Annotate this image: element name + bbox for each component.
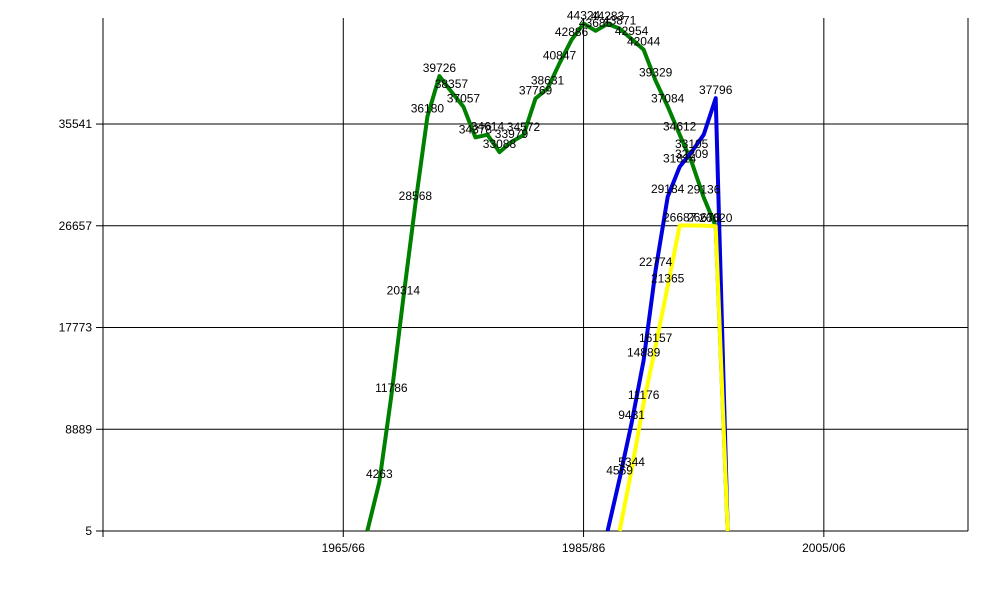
data-label: 33088 bbox=[483, 137, 517, 151]
data-label: 33979 bbox=[495, 127, 529, 141]
data-label: 32209 bbox=[675, 147, 709, 161]
data-label: 42044 bbox=[627, 35, 661, 49]
data-label: 39726 bbox=[423, 61, 457, 75]
data-label: 28568 bbox=[399, 189, 433, 203]
y-tick-label: 17773 bbox=[59, 321, 93, 335]
data-label: 40847 bbox=[543, 48, 577, 62]
data-label: 11786 bbox=[375, 381, 408, 395]
data-label: 9431 bbox=[618, 408, 645, 422]
series-line-3 bbox=[617, 223, 730, 532]
data-label: 43871 bbox=[603, 14, 637, 28]
data-label: 5344 bbox=[618, 455, 645, 469]
data-label: 26620 bbox=[699, 211, 733, 225]
axis-layer: 5 8889 17773 26657 35541 1965/66 1985/86 2005/0… bbox=[59, 18, 969, 555]
y-tick-label: 8889 bbox=[65, 422, 92, 436]
data-label: 39329 bbox=[639, 66, 673, 80]
data-label: 42886 bbox=[555, 25, 589, 39]
data-label: 34614 bbox=[471, 120, 505, 134]
y-tick-label: 5 bbox=[85, 524, 92, 538]
data-label: 44324 bbox=[567, 8, 601, 22]
data-label: 4569 bbox=[606, 464, 633, 478]
data-label: 20314 bbox=[387, 283, 421, 297]
data-label: 34612 bbox=[663, 120, 697, 134]
data-label: 34378 bbox=[459, 122, 493, 136]
data-label: 14889 bbox=[627, 346, 661, 360]
series-line-2 bbox=[605, 96, 730, 532]
x-tick-label: 2005/06 bbox=[802, 541, 846, 555]
data-label: 42954 bbox=[615, 24, 649, 38]
data-label: 36180 bbox=[411, 102, 445, 116]
data-label: 11176 bbox=[628, 388, 660, 402]
data-label: 29184 bbox=[651, 182, 685, 196]
data-label: 37057 bbox=[447, 92, 481, 106]
x-tick-label: 1985/86 bbox=[562, 541, 606, 555]
data-label: 29136 bbox=[687, 182, 721, 196]
series-line-1 bbox=[365, 21, 730, 532]
data-label: 31814 bbox=[663, 152, 697, 166]
data-label: 43685 bbox=[579, 16, 613, 30]
data-label: 4263 bbox=[366, 467, 393, 481]
data-label: 34572 bbox=[507, 120, 541, 134]
y-tick-label: 35541 bbox=[59, 117, 93, 131]
x-tick-label: 1965/66 bbox=[322, 541, 366, 555]
data-label: 26687 bbox=[663, 210, 697, 224]
y-tick-label: 26657 bbox=[59, 219, 93, 233]
data-label: 26670 bbox=[687, 211, 721, 225]
data-label: 37769 bbox=[519, 84, 553, 98]
data-label: 37796 bbox=[699, 83, 733, 97]
data-label: 22774 bbox=[639, 255, 673, 269]
data-label: 16157 bbox=[639, 331, 673, 345]
data-label: 21365 bbox=[651, 271, 685, 285]
data-label: 33105 bbox=[675, 137, 709, 151]
data-label: 38357 bbox=[435, 77, 469, 91]
data-label: 44283 bbox=[591, 9, 625, 23]
series-layer bbox=[365, 21, 730, 532]
data-label: 38631 bbox=[531, 74, 565, 88]
data-label: 37084 bbox=[651, 91, 685, 105]
grid-layer bbox=[103, 18, 968, 531]
